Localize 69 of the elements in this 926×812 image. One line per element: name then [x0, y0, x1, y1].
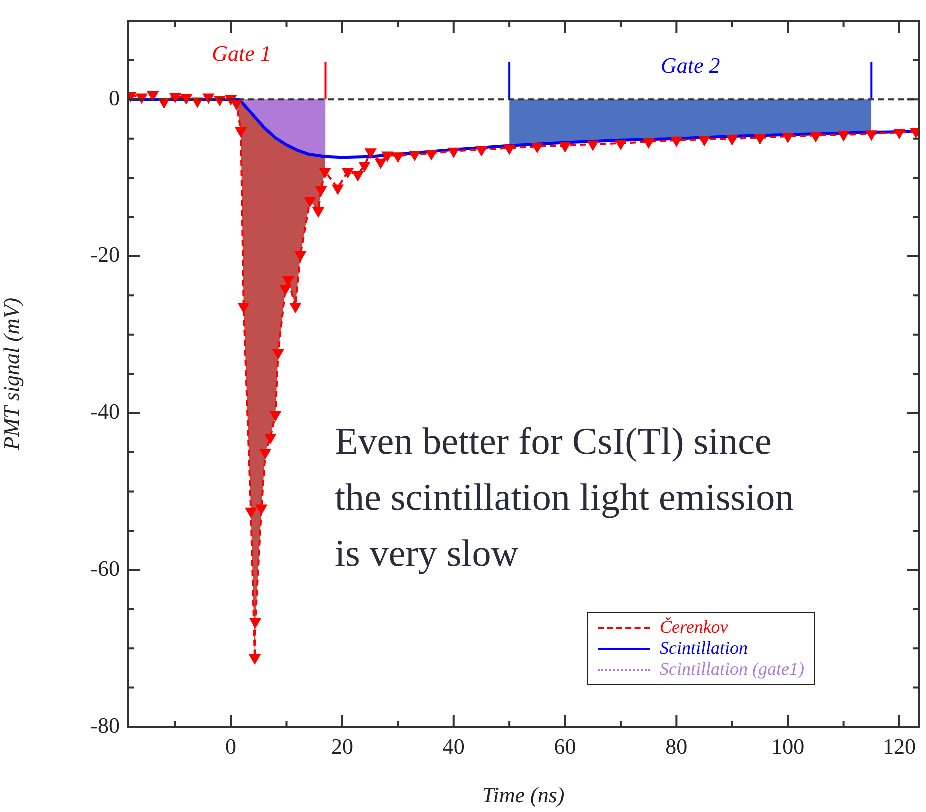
point [236, 127, 246, 137]
point [316, 186, 327, 196]
annotation: Gate 1 [212, 40, 272, 66]
point [426, 150, 437, 160]
point [392, 152, 404, 162]
point [366, 148, 376, 158]
point [894, 129, 905, 139]
y-tick-label: -40 [90, 399, 120, 424]
legend-label: Scintillation [660, 638, 748, 659]
point [476, 146, 488, 156]
point [382, 152, 393, 162]
point [644, 138, 654, 148]
point [671, 136, 682, 146]
annotation: Even better for CsI(Tl) since the scintillation light emission is very slow [335, 420, 796, 577]
point [280, 285, 291, 295]
point [181, 94, 192, 104]
x-axis-title: Time (ns) [482, 782, 565, 808]
point [231, 100, 242, 110]
point [283, 276, 294, 286]
point [320, 168, 331, 178]
point [313, 207, 324, 217]
point [265, 434, 276, 444]
x-tick-label: 100 [772, 734, 805, 759]
point [256, 504, 268, 514]
x-tick-label: 120 [883, 734, 916, 759]
point [250, 654, 260, 664]
point [588, 140, 598, 150]
point [290, 303, 301, 313]
point [170, 92, 181, 102]
point [295, 251, 306, 261]
point [342, 168, 354, 178]
legend-label: Čerenkov [660, 617, 728, 638]
point [250, 618, 261, 628]
point [448, 148, 460, 158]
y-tick-label: 0 [109, 85, 120, 110]
point [754, 134, 766, 144]
y-axis-title: PMT signal (mV) [0, 298, 24, 452]
point [838, 131, 850, 141]
point [504, 144, 515, 154]
point [866, 130, 877, 140]
point [270, 411, 281, 421]
point [699, 136, 710, 146]
point [332, 184, 344, 194]
y-tick-label: -60 [90, 556, 120, 581]
point [782, 132, 794, 142]
x-tick-label: 40 [442, 734, 465, 759]
point [376, 158, 386, 168]
y-tick-label: -20 [90, 242, 120, 268]
point [616, 140, 626, 150]
point [148, 91, 158, 101]
point [352, 171, 364, 181]
point [532, 143, 543, 153]
y-tick-label: -80 [90, 712, 120, 738]
point [246, 508, 256, 518]
x-tick-label: 20 [331, 734, 354, 759]
point [359, 162, 370, 172]
x-tick-label: 60 [554, 734, 576, 759]
annotation: Gate 2 [660, 52, 720, 78]
legend-label: Scintillation (gate1) [660, 659, 804, 680]
point [304, 197, 316, 207]
x-tick-label: 80 [666, 734, 688, 759]
point [560, 142, 571, 152]
point [273, 349, 284, 359]
x-tick-label: 0 [226, 734, 237, 759]
point [238, 303, 250, 313]
point [260, 449, 271, 459]
point [810, 132, 822, 142]
point [727, 135, 738, 145]
point [410, 151, 420, 161]
